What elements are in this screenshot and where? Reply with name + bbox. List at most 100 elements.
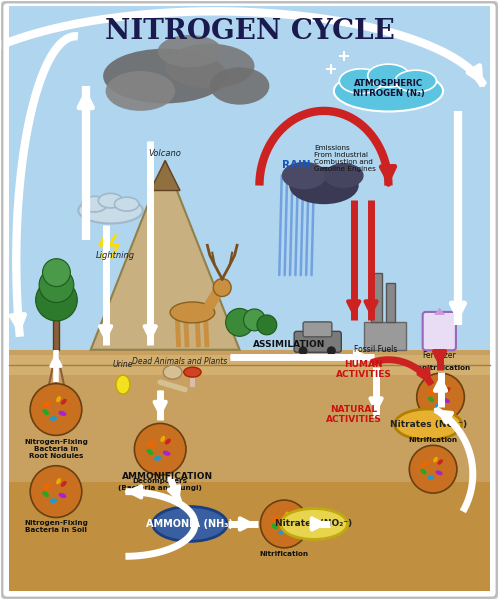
Ellipse shape <box>324 163 364 188</box>
Bar <box>371 272 382 322</box>
Ellipse shape <box>282 162 326 189</box>
Ellipse shape <box>421 461 429 467</box>
Circle shape <box>39 268 74 302</box>
Ellipse shape <box>147 449 153 455</box>
Bar <box>9 350 490 489</box>
Text: AMMONIFICATION: AMMONIFICATION <box>122 472 213 481</box>
Ellipse shape <box>58 411 66 416</box>
Ellipse shape <box>280 509 347 539</box>
FancyBboxPatch shape <box>294 331 341 352</box>
Ellipse shape <box>395 409 462 440</box>
Ellipse shape <box>106 71 175 111</box>
FancyBboxPatch shape <box>423 312 456 350</box>
Ellipse shape <box>163 365 182 379</box>
Bar <box>364 322 406 350</box>
Ellipse shape <box>153 506 227 541</box>
Ellipse shape <box>433 457 438 463</box>
Ellipse shape <box>103 49 227 103</box>
Ellipse shape <box>81 196 107 212</box>
Ellipse shape <box>61 481 67 487</box>
Bar <box>9 7 490 275</box>
Text: Emissions
From Industrial
Combustion and
Gasoline Engines: Emissions From Industrial Combustion and… <box>314 145 376 172</box>
Bar <box>386 283 395 322</box>
Polygon shape <box>434 307 445 315</box>
Circle shape <box>409 445 457 493</box>
Ellipse shape <box>116 375 130 394</box>
Ellipse shape <box>210 67 269 104</box>
Circle shape <box>213 278 231 296</box>
Circle shape <box>35 279 77 321</box>
Ellipse shape <box>438 460 443 465</box>
Polygon shape <box>150 161 180 191</box>
Bar <box>9 7 490 325</box>
Ellipse shape <box>284 512 289 517</box>
Text: Denitrification: Denitrification <box>411 365 470 371</box>
Text: NATURAL
ACTIVITIES: NATURAL ACTIVITIES <box>326 404 382 424</box>
Ellipse shape <box>286 525 294 530</box>
Ellipse shape <box>443 398 450 403</box>
Text: Lightning: Lightning <box>96 251 135 260</box>
Ellipse shape <box>395 70 437 92</box>
Ellipse shape <box>272 516 280 522</box>
Ellipse shape <box>436 470 443 475</box>
Ellipse shape <box>49 416 57 421</box>
Ellipse shape <box>170 302 215 323</box>
Text: NITROGEN CYCLE: NITROGEN CYCLE <box>105 18 394 45</box>
Ellipse shape <box>278 530 285 535</box>
Circle shape <box>30 466 82 517</box>
Text: Nitrogen-Fixing
Bacteria in Soil: Nitrogen-Fixing Bacteria in Soil <box>24 520 88 533</box>
Text: Volcano: Volcano <box>149 149 182 158</box>
Text: Dead Animals and Plants: Dead Animals and Plants <box>132 357 228 366</box>
Ellipse shape <box>339 69 383 94</box>
Circle shape <box>298 346 307 355</box>
Circle shape <box>327 346 336 355</box>
Ellipse shape <box>165 439 171 445</box>
Ellipse shape <box>158 35 222 67</box>
Ellipse shape <box>43 483 51 490</box>
Ellipse shape <box>421 469 427 475</box>
Circle shape <box>30 383 82 436</box>
Text: ASSIMILATION: ASSIMILATION <box>253 340 325 349</box>
Bar <box>53 310 59 350</box>
Text: HUMAN
ACTIVITIES: HUMAN ACTIVITIES <box>336 360 392 379</box>
Ellipse shape <box>184 367 201 377</box>
Ellipse shape <box>368 64 409 87</box>
Ellipse shape <box>428 397 434 402</box>
Ellipse shape <box>78 197 143 223</box>
Text: ATMOSPHERIC
NITROGEN (N₂): ATMOSPHERIC NITROGEN (N₂) <box>353 79 424 98</box>
Ellipse shape <box>56 396 61 402</box>
Text: Urine: Urine <box>113 359 133 368</box>
Text: Decomposers
(Bacteria and Fungi): Decomposers (Bacteria and Fungi) <box>118 478 202 491</box>
Ellipse shape <box>160 436 165 442</box>
Bar <box>9 7 490 365</box>
Ellipse shape <box>288 514 294 520</box>
Circle shape <box>260 500 308 548</box>
Ellipse shape <box>49 498 57 503</box>
Ellipse shape <box>289 167 359 204</box>
Circle shape <box>257 315 277 335</box>
Text: Fossil Fuels: Fossil Fuels <box>354 345 398 354</box>
Ellipse shape <box>334 70 443 112</box>
Ellipse shape <box>165 44 254 88</box>
Ellipse shape <box>435 403 442 407</box>
Text: Nitrates (NO₂⁻): Nitrates (NO₂⁻) <box>275 520 353 529</box>
Circle shape <box>417 373 465 421</box>
Ellipse shape <box>445 387 451 392</box>
Circle shape <box>226 308 253 337</box>
Circle shape <box>42 259 70 287</box>
Circle shape <box>244 309 265 331</box>
Ellipse shape <box>61 399 67 404</box>
Ellipse shape <box>441 385 445 391</box>
Ellipse shape <box>42 409 49 415</box>
Ellipse shape <box>154 456 162 461</box>
Ellipse shape <box>42 491 49 497</box>
Bar <box>9 7 490 226</box>
Text: AMMONIA (NH₃): AMMONIA (NH₃) <box>146 519 234 529</box>
FancyBboxPatch shape <box>303 322 332 337</box>
Circle shape <box>134 424 186 475</box>
Ellipse shape <box>147 441 155 448</box>
Text: Nitrification: Nitrification <box>259 551 309 557</box>
Ellipse shape <box>43 401 51 407</box>
Ellipse shape <box>58 493 66 498</box>
Text: Nitrification: Nitrification <box>409 437 458 443</box>
